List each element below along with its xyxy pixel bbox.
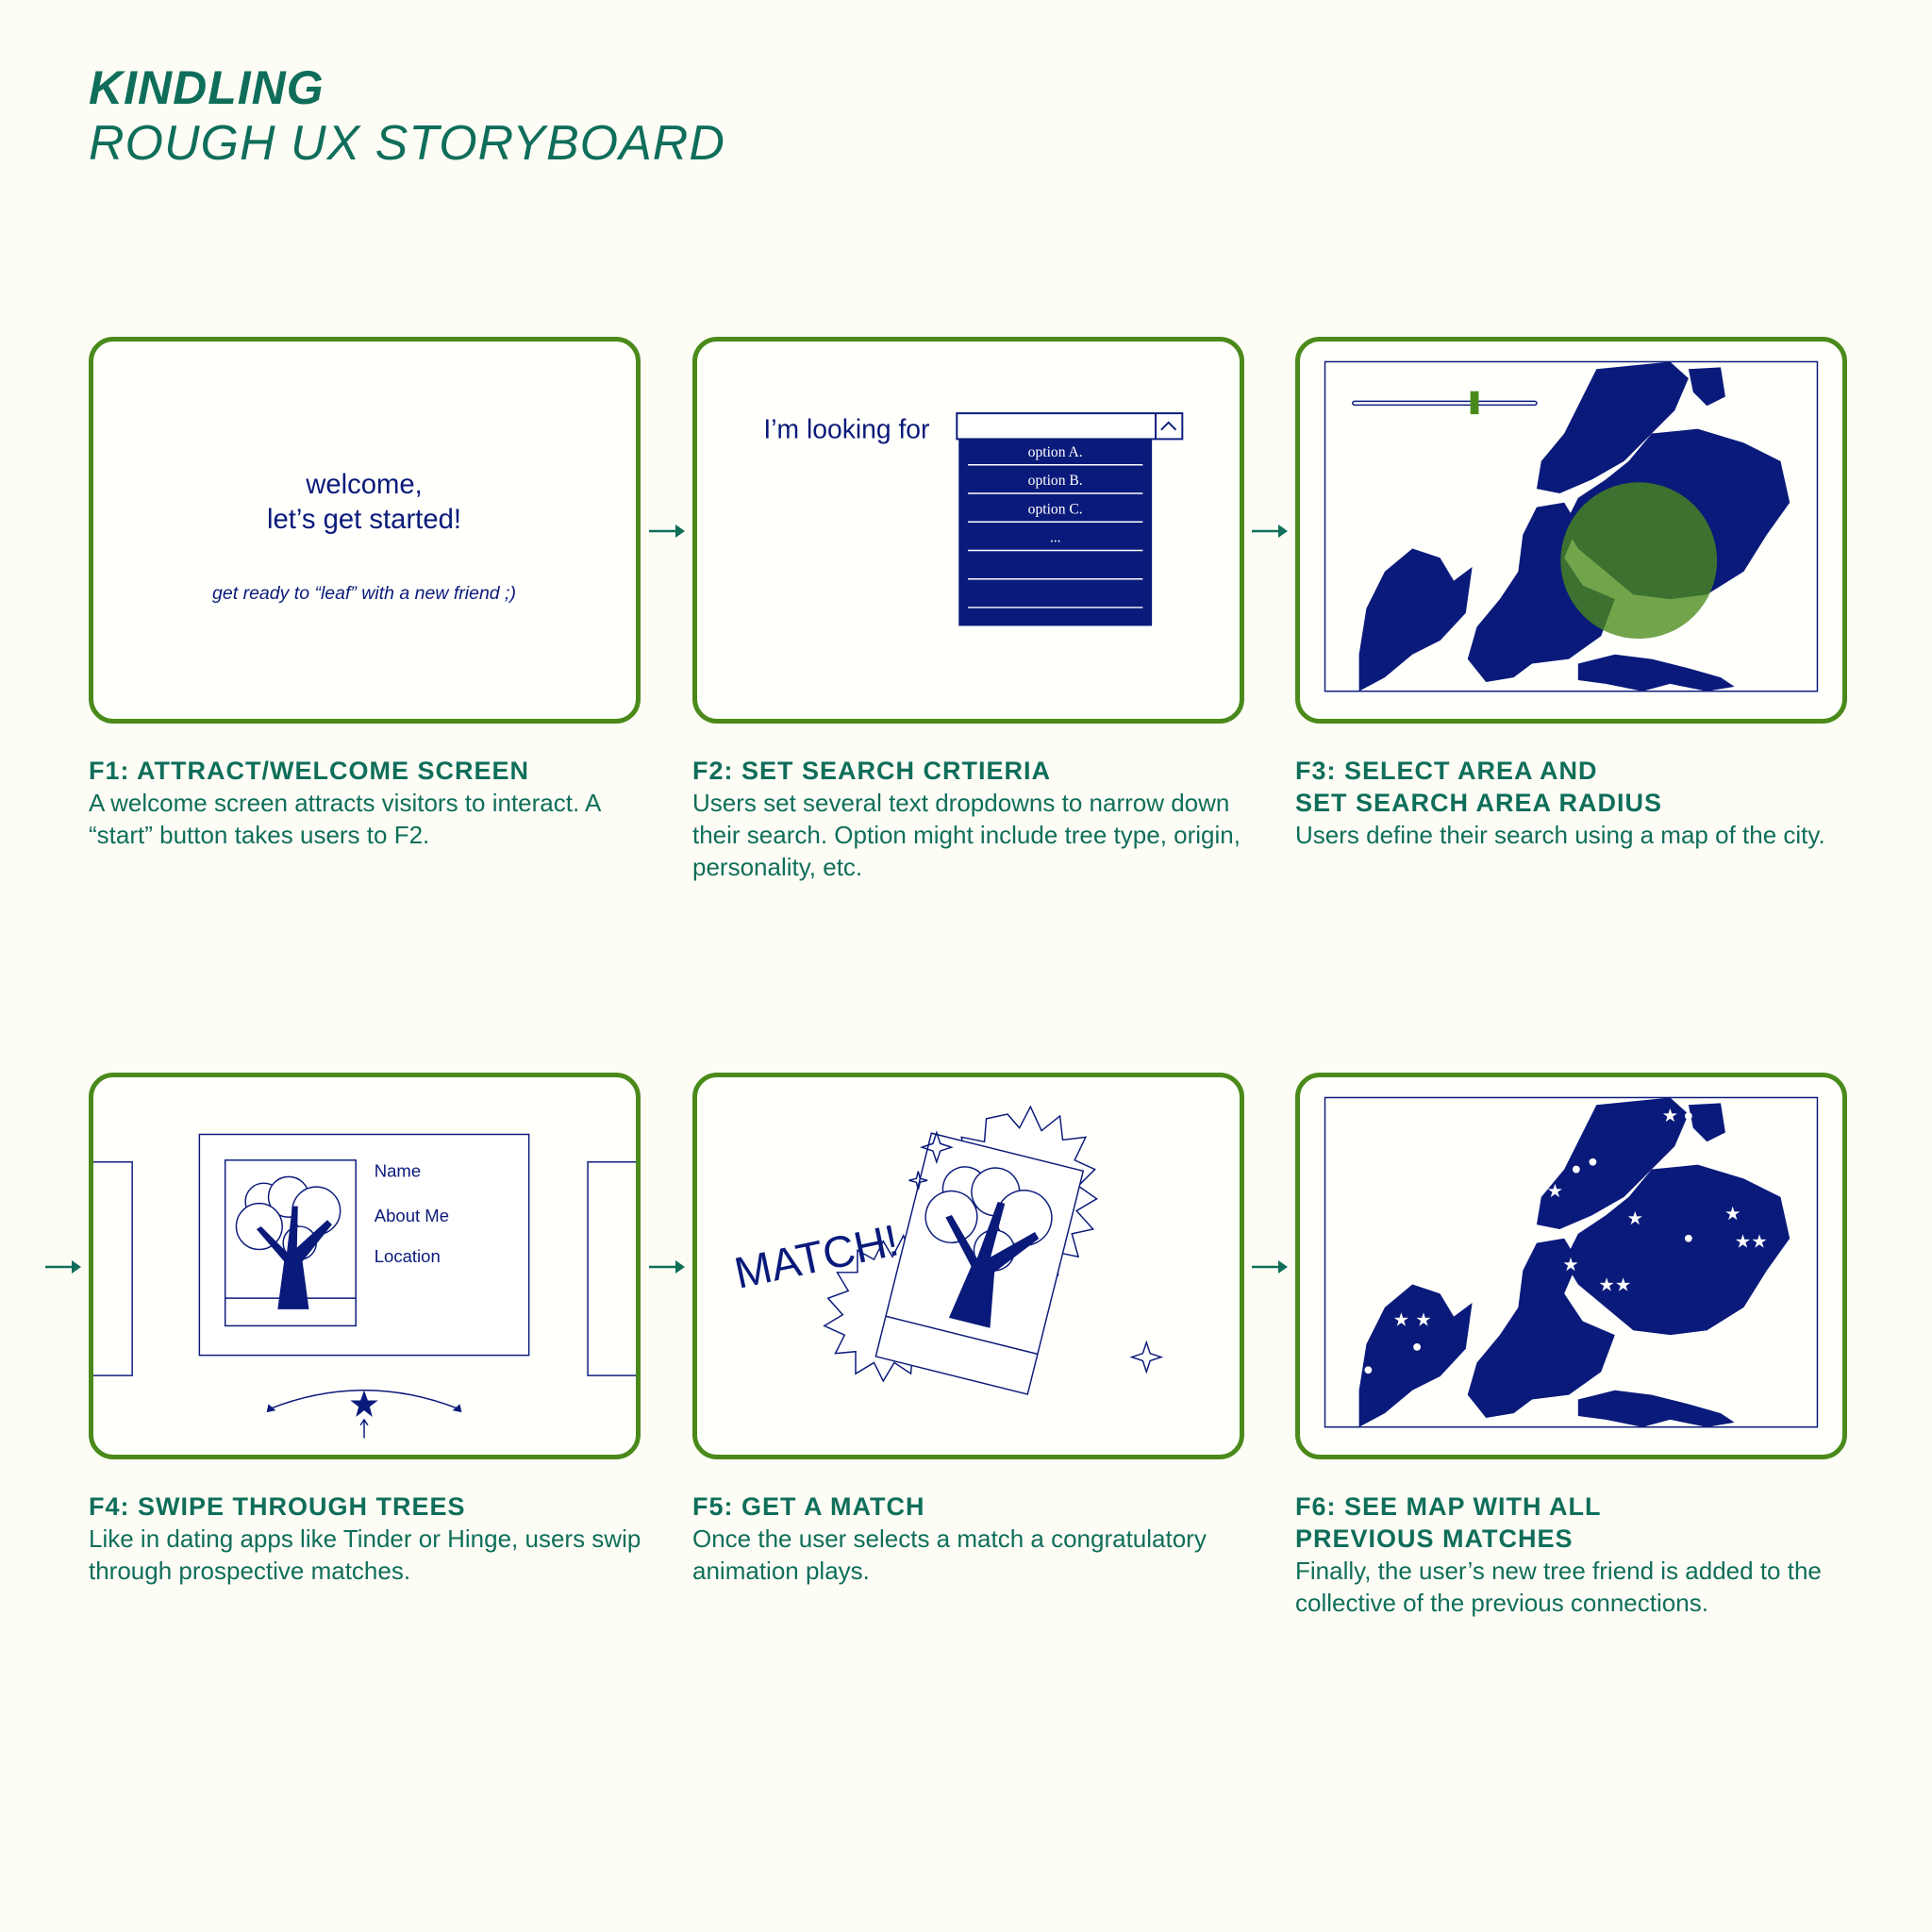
star-icon: ★ xyxy=(1627,1208,1643,1229)
star-icon: ★ xyxy=(1724,1203,1740,1224)
dropdown-list xyxy=(958,430,1153,626)
star-icon: ★ xyxy=(1662,1105,1678,1126)
map-viewport xyxy=(1324,1096,1819,1428)
page-subtitle: ROUGH UX STORYBOARD xyxy=(89,116,725,171)
caption-f1: F1: ATTRACT/WELCOME SCREEN A welcome scr… xyxy=(89,755,655,851)
frame-description: A welcome screen attracts visitors to in… xyxy=(89,789,600,849)
frame-description: Users set several text dropdowns to narr… xyxy=(692,789,1241,881)
match-animation-illustration: MATCH! xyxy=(730,1105,1164,1395)
dropdown-option: option C. xyxy=(1028,501,1083,517)
frame-description: Once the user selects a match a congratu… xyxy=(692,1524,1207,1585)
swipe-cards-illustration: Name About Me Location xyxy=(93,1133,636,1439)
arrow-right-icon xyxy=(1252,525,1288,538)
dropdown-select-box xyxy=(956,412,1184,441)
dot-marker xyxy=(1589,1158,1597,1166)
star-icon: ★★ xyxy=(1735,1230,1768,1252)
sparkle-icon xyxy=(919,1130,954,1165)
star-icon: ★ xyxy=(1562,1254,1578,1275)
star-icon xyxy=(350,1390,378,1417)
star-icon: ★★ xyxy=(1598,1274,1631,1295)
swipe-up-icon xyxy=(359,1418,369,1426)
caption-f5: F5: GET A MATCH Once the user selects a … xyxy=(692,1491,1258,1587)
chevron-up-icon xyxy=(1160,421,1177,431)
star-icon: ★ xyxy=(1547,1180,1563,1202)
arrow-right-icon xyxy=(1252,1260,1288,1274)
frame-heading: SET SEARCH AREA RADIUS xyxy=(1295,789,1663,817)
frame-f3-map-radius xyxy=(1295,337,1847,724)
frame-heading: F4: SWIPE THROUGH TREES xyxy=(89,1492,466,1521)
frame-description: Finally, the user’s new tree friend is a… xyxy=(1295,1557,1822,1617)
frame-heading: F2: SET SEARCH CRTIERIA xyxy=(692,757,1052,785)
dropdown-option: option B. xyxy=(1028,473,1083,489)
radius-slider-track xyxy=(1352,400,1538,407)
profile-field-about: About Me xyxy=(375,1206,449,1225)
frame-f5-match: MATCH! xyxy=(692,1073,1244,1459)
frame-description: Like in dating apps like Tinder or Hinge… xyxy=(89,1524,641,1585)
next-card xyxy=(587,1161,636,1376)
radius-slider-handle xyxy=(1470,391,1479,415)
frame-f6-matches-map: ★ ★ ★ ★ ★★ ★ ★★ ★ ★ xyxy=(1295,1073,1847,1459)
arrow-right-icon xyxy=(45,1260,81,1274)
looking-for-prompt: I’m looking for xyxy=(763,413,929,443)
arrow-right-icon xyxy=(649,525,685,538)
dot-marker xyxy=(1572,1165,1580,1174)
profile-field-location: Location xyxy=(375,1246,441,1266)
match-markers: ★ ★ ★ ★ ★★ ★ ★★ ★ ★ xyxy=(1364,1105,1768,1374)
frame-heading: F5: GET A MATCH xyxy=(692,1492,925,1521)
dot-marker xyxy=(1413,1342,1421,1351)
welcome-screen-illustration: welcome, let’s get started! get ready to… xyxy=(212,470,516,604)
frame-heading: F3: SELECT AREA AND xyxy=(1295,757,1598,785)
welcome-line-2: let’s get started! xyxy=(267,505,461,535)
sparkle-icon xyxy=(1129,1340,1164,1374)
search-radius-circle xyxy=(1560,482,1718,640)
caption-f2: F2: SET SEARCH CRTIERIA Users set severa… xyxy=(692,755,1258,883)
frame-heading: F6: SEE MAP WITH ALL xyxy=(1295,1492,1602,1521)
profile-field-name: Name xyxy=(375,1160,421,1180)
welcome-line-1: welcome, xyxy=(305,470,423,500)
frame-description: Users define their search using a map of… xyxy=(1295,821,1825,849)
page-title: KINDLING xyxy=(89,61,325,114)
frame-heading: F1: ATTRACT/WELCOME SCREEN xyxy=(89,757,529,785)
sparkle-icon xyxy=(908,1171,928,1191)
dot-marker xyxy=(1684,1112,1692,1120)
match-tree-card xyxy=(874,1132,1085,1395)
dot-marker xyxy=(1364,1366,1373,1374)
frame-heading: PREVIOUS MATCHES xyxy=(1295,1524,1574,1553)
city-map-radius-illustration xyxy=(1324,360,1819,692)
star-icon: ★ ★ xyxy=(1393,1308,1432,1330)
map-viewport xyxy=(1324,360,1819,692)
previous-card xyxy=(93,1161,133,1376)
dot-marker xyxy=(1684,1234,1692,1242)
dropdown-option: option A. xyxy=(1028,444,1083,460)
frame-f1-welcome-screen: welcome, let’s get started! get ready to… xyxy=(89,337,641,724)
welcome-tagline: get ready to “leaf” with a new friend ;) xyxy=(212,583,516,604)
tree-icon xyxy=(235,1175,341,1309)
previous-matches-map-illustration: ★ ★ ★ ★ ★★ ★ ★★ ★ ★ xyxy=(1324,1096,1819,1428)
frame-f4-swipe-trees: Name About Me Location xyxy=(89,1073,641,1459)
caption-f6: F6: SEE MAP WITH ALL PREVIOUS MATCHES Fi… xyxy=(1295,1491,1842,1619)
caption-f3: F3: SELECT AREA AND SET SEARCH AREA RADI… xyxy=(1295,755,1842,851)
dropdown-illustration: I’m looking for option A. option B. opti… xyxy=(763,412,1184,637)
dropdown-option: ... xyxy=(1050,530,1061,546)
caption-f4: F4: SWIPE THROUGH TREES Like in dating a… xyxy=(89,1491,655,1587)
frame-f2-search-criteria: I’m looking for option A. option B. opti… xyxy=(692,337,1244,724)
arrow-right-icon xyxy=(649,1260,685,1274)
city-landmass xyxy=(1358,1097,1790,1427)
